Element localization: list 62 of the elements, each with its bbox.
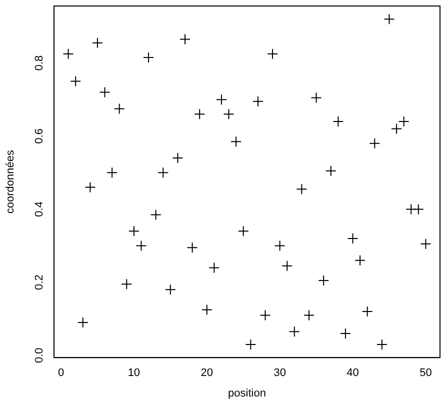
x-tick-label: 40: [346, 367, 359, 380]
point: [186, 242, 198, 254]
point: [136, 240, 147, 252]
y-tick-label: 0.6: [34, 128, 46, 144]
point: [252, 96, 264, 107]
y-tick-label: 0.8: [34, 55, 46, 71]
point: [70, 76, 82, 87]
y-tick-label: 0.4: [34, 202, 46, 217]
point: [158, 167, 169, 178]
point: [172, 152, 184, 164]
x-tick-label: 10: [128, 367, 140, 380]
y-axis-title: coordonnées: [4, 150, 17, 214]
point: [128, 226, 140, 237]
point: [143, 52, 154, 64]
point: [304, 310, 314, 321]
point: [391, 123, 402, 134]
point: [92, 37, 103, 48]
point: [347, 232, 358, 244]
point: [274, 240, 286, 252]
point: [245, 338, 256, 350]
point: [354, 254, 366, 266]
point: [362, 306, 373, 318]
point: [288, 326, 300, 338]
point: [376, 338, 388, 350]
point: [310, 92, 322, 104]
point: [77, 317, 88, 328]
point: [201, 304, 212, 316]
point: [340, 328, 351, 339]
point: [332, 116, 344, 127]
point: [150, 209, 162, 220]
point: [180, 34, 190, 45]
point: [260, 310, 271, 321]
point: [318, 274, 330, 286]
point: [84, 182, 96, 193]
point: [216, 94, 227, 106]
point: [223, 108, 234, 120]
point: [296, 184, 308, 195]
point: [208, 262, 220, 274]
point: [106, 167, 118, 178]
point: [194, 108, 206, 120]
x-tick-label: 30: [274, 367, 286, 380]
point: [384, 14, 395, 25]
point: [99, 86, 110, 98]
point: [398, 116, 410, 127]
point: [282, 260, 293, 272]
point: [369, 138, 380, 149]
point: [164, 284, 176, 296]
point: [62, 48, 74, 60]
y-tick-label: 0.0: [34, 348, 46, 364]
point: [114, 103, 125, 114]
x-tick-label: 50: [420, 367, 432, 380]
point: [325, 165, 336, 176]
point: [230, 136, 242, 148]
point: [238, 226, 249, 237]
x-tick-label: 20: [200, 367, 214, 380]
point: [267, 48, 278, 60]
point: [121, 278, 132, 290]
x-axis-title: position: [228, 387, 266, 400]
point: [420, 238, 432, 250]
x-tick-label: 0: [58, 367, 64, 380]
y-tick-label: 0.2: [34, 274, 46, 290]
point: [412, 204, 424, 215]
